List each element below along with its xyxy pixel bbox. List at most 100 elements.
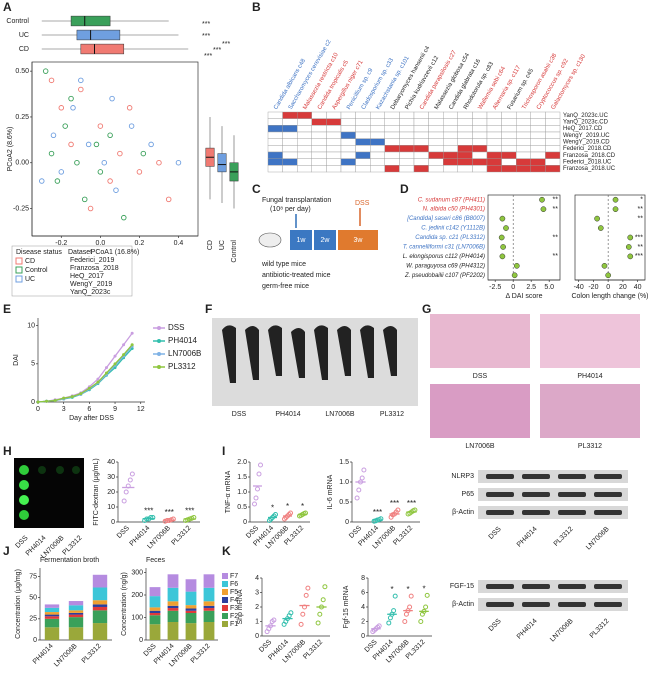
point (109, 95, 115, 102)
cell (486, 125, 502, 133)
panel-g: DSS PH4014 LN7006B PL3312 (430, 314, 640, 450)
point (126, 105, 133, 111)
cell (443, 158, 459, 166)
cell (355, 145, 371, 153)
y-tick-label: 200 (131, 592, 143, 599)
row-label: C. sudanum c87 (PH411) (418, 197, 485, 203)
y-tick-label: 40 (107, 459, 115, 466)
cell (472, 111, 488, 119)
row-label: WengY_2019.UC (563, 133, 610, 139)
significance: * (301, 502, 304, 511)
y-tick-label: 4 (255, 575, 259, 582)
cell (282, 145, 298, 153)
group-label: PH4014 (577, 373, 602, 380)
bar-segment (167, 574, 179, 588)
box (217, 153, 227, 173)
y-tick-label: 100 (131, 614, 143, 621)
group-label: DSS (14, 534, 29, 549)
cell (472, 125, 488, 133)
cell (413, 165, 429, 173)
row-label: WengY_2019.CD (563, 140, 610, 146)
point (128, 123, 135, 129)
cell (297, 158, 313, 166)
band (486, 510, 514, 515)
legend-swatch (222, 605, 228, 611)
lane-label: DSS (488, 526, 503, 541)
x-tick-label: 3 (62, 406, 66, 413)
significance: *** (213, 47, 221, 54)
cell (413, 145, 429, 153)
cell (530, 138, 546, 146)
significance: * (286, 502, 289, 511)
lane-label: DSS (488, 618, 503, 633)
cell (545, 151, 561, 159)
bar-segment (203, 587, 215, 602)
cell (530, 145, 546, 153)
point (104, 371, 108, 375)
cell (413, 131, 429, 139)
point (258, 462, 263, 468)
dot (539, 196, 545, 203)
plot-frame (31, 61, 199, 237)
cell (326, 158, 342, 166)
row-label: Z. pseudobailii c107 (PF2202) (404, 273, 485, 279)
y-axis-label: IL-6 mRNA (327, 474, 334, 509)
cell (428, 131, 444, 139)
point (315, 620, 321, 626)
cell (399, 145, 415, 153)
cell (297, 165, 313, 173)
x-tick-label: -0.2 (55, 240, 67, 247)
y-tick-label: 1 (255, 618, 259, 625)
cell (516, 125, 532, 133)
cell (530, 111, 546, 119)
cell (384, 111, 400, 119)
cell (428, 165, 444, 173)
legend-label: LN7006B (168, 349, 201, 358)
significance: *** (204, 53, 212, 60)
cell (311, 138, 327, 146)
point (395, 507, 401, 513)
y-tick-label: 30 (107, 474, 115, 481)
cell (326, 111, 342, 119)
chart-title: Feces (146, 557, 166, 564)
cell (326, 145, 342, 153)
cell (413, 111, 429, 119)
cell (399, 151, 415, 159)
y-tick-label: 0 (33, 637, 37, 644)
cell (311, 145, 327, 153)
cell (530, 158, 546, 166)
x-tick-label: DSS (116, 525, 131, 540)
week: 1w (297, 237, 307, 244)
blot-strip (478, 598, 628, 611)
significance: * (271, 504, 274, 513)
bar-segment (68, 614, 84, 618)
x-tick-label: 0 (606, 284, 610, 291)
cell (486, 118, 502, 126)
y-tick-label: 2.0 (237, 459, 247, 466)
bullet: germ-free mice (262, 283, 309, 290)
point (407, 604, 413, 610)
cell (472, 131, 488, 139)
cell (516, 158, 532, 166)
point (175, 159, 182, 166)
cell (267, 118, 283, 126)
dot (498, 234, 505, 241)
cell (370, 125, 386, 133)
band (558, 584, 586, 589)
cell (545, 145, 561, 153)
bar-segment (68, 617, 84, 628)
cell (355, 151, 371, 159)
point (127, 477, 133, 483)
point (97, 169, 104, 175)
y-tick-label: 10 (27, 322, 35, 329)
x-tick-label: -20 (588, 284, 598, 291)
bar-segment (203, 608, 215, 611)
lane-label: LN7006B (585, 526, 611, 552)
x-axis-label: Colon length change (%) (571, 293, 648, 300)
cell (428, 125, 444, 133)
panel-label: J (3, 544, 10, 558)
cell (486, 151, 502, 159)
x-tick-label: PL3312 (302, 639, 324, 661)
panel-label: A (3, 0, 12, 14)
cell (399, 111, 415, 119)
